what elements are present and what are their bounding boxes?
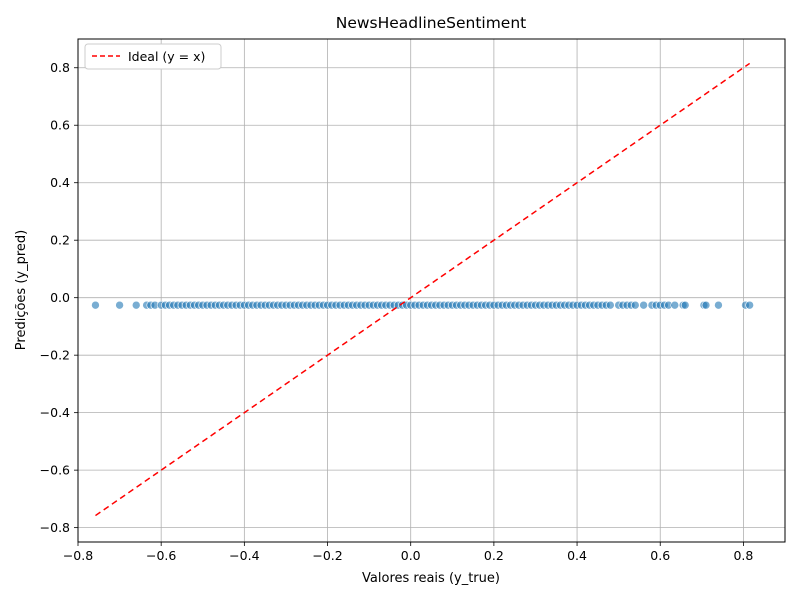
x-tick-label: 0.6	[650, 548, 670, 563]
y-tick-label: −0.6	[40, 463, 70, 478]
scatter-point	[714, 300, 723, 310]
scatter-point	[131, 300, 141, 310]
legend-label-ideal: Ideal (y = x)	[128, 49, 205, 64]
scatter-point	[115, 300, 124, 310]
scatter-points	[91, 300, 754, 310]
y-tick-label: 0.0	[50, 290, 70, 305]
ideal-line	[95, 62, 751, 517]
scatter-point	[91, 300, 100, 310]
x-tick-label: 0.2	[484, 548, 504, 563]
y-axis-ticks: −0.8 −0.6 −0.4 −0.2 0.0 0.2 0.4 0.6 0.8	[40, 60, 78, 535]
scatter-point	[745, 300, 754, 310]
scatter-point	[670, 300, 680, 310]
y-tick-label: 0.6	[50, 118, 70, 133]
x-axis-ticks: −0.8 −0.6 −0.4 −0.2 0.0 0.2 0.4 0.6 0.8	[63, 542, 753, 563]
x-tick-label: −0.8	[63, 548, 93, 563]
ideal-lines	[95, 62, 751, 517]
plot-frame	[77, 38, 786, 543]
x-tick-label: 0.0	[401, 548, 421, 563]
scatter-point	[639, 300, 648, 310]
x-axis-label: Valores reais (y_true)	[362, 571, 500, 586]
x-tick-label: −0.4	[229, 548, 259, 563]
grid	[77, 39, 785, 542]
x-tick-label: −0.6	[146, 548, 176, 563]
scatter-point	[680, 300, 690, 310]
legend-box	[84, 43, 222, 70]
x-tick-label: −0.2	[312, 548, 342, 563]
y-tick-label: 0.2	[50, 233, 70, 248]
y-tick-label: −0.2	[40, 348, 70, 363]
y-tick-label: 0.4	[50, 175, 70, 190]
y-tick-label: −0.4	[40, 405, 70, 420]
x-tick-label: 0.8	[733, 548, 753, 563]
y-axis-label: Predições (y_pred)	[14, 230, 29, 350]
legend: Ideal (y = x)	[84, 43, 222, 70]
y-tick-label: −0.8	[40, 520, 70, 535]
scatter-point	[701, 300, 711, 310]
y-tick-label: 0.8	[50, 60, 70, 75]
scatter-point	[630, 300, 640, 310]
x-tick-label: 0.4	[567, 548, 587, 563]
chart-title: NewsHeadlineSentiment	[336, 14, 527, 32]
scatter-point	[606, 300, 615, 310]
